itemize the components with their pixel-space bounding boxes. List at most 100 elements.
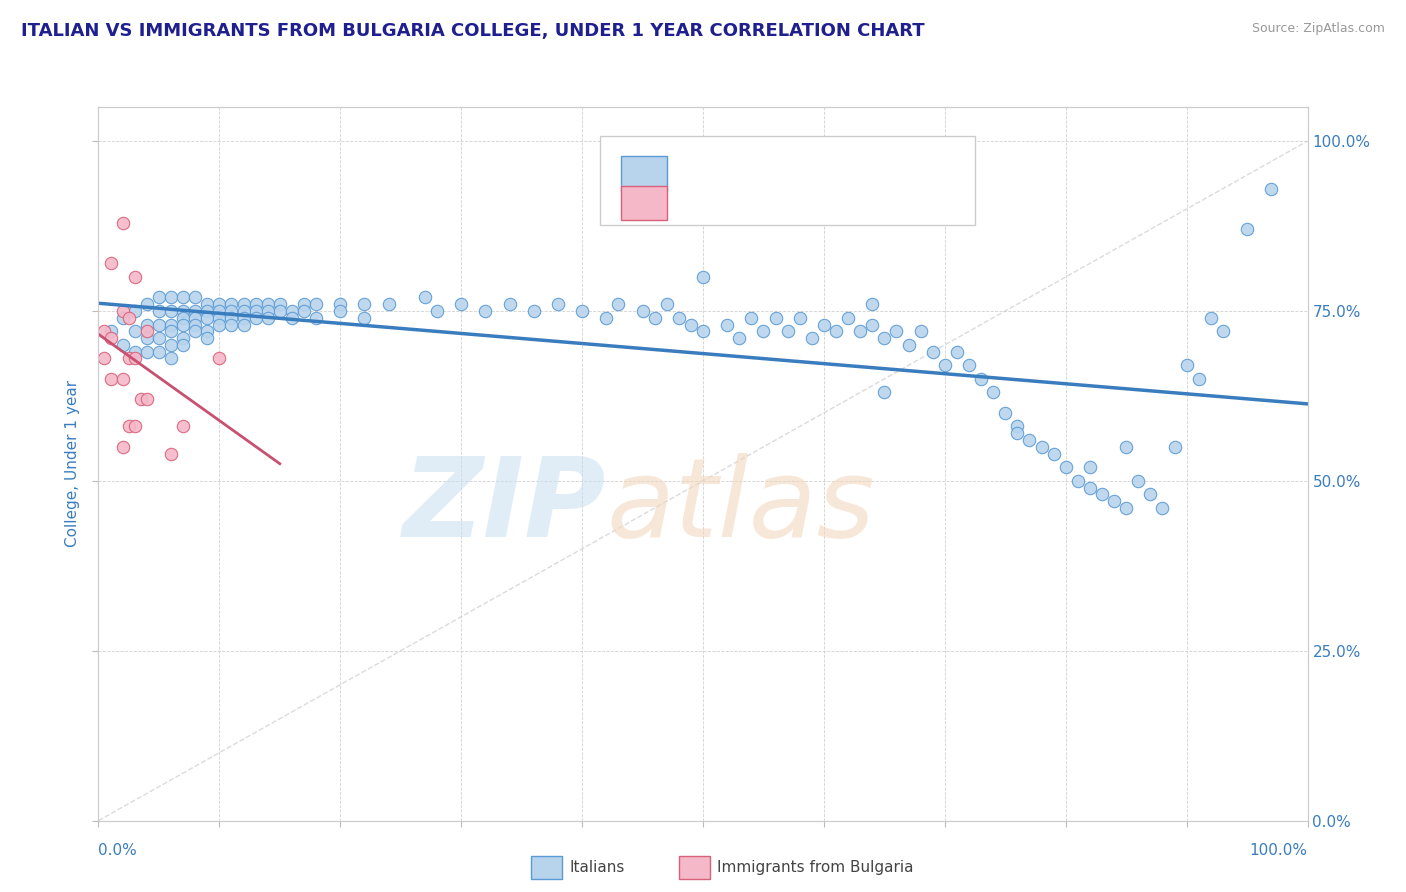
Point	[1078, 481, 1101, 495]
Point	[1007, 419, 1029, 434]
Point	[450, 297, 472, 311]
Point	[860, 318, 883, 332]
Point	[100, 256, 122, 270]
Point	[93, 351, 115, 366]
Point	[765, 310, 787, 325]
Point	[124, 344, 146, 359]
FancyBboxPatch shape	[600, 136, 976, 225]
Text: ITALIAN VS IMMIGRANTS FROM BULGARIA COLLEGE, UNDER 1 YEAR CORRELATION CHART: ITALIAN VS IMMIGRANTS FROM BULGARIA COLL…	[21, 22, 925, 40]
Point	[595, 310, 617, 325]
Point	[668, 310, 690, 325]
Point	[1128, 474, 1150, 488]
Point	[305, 310, 328, 325]
Point	[873, 331, 896, 345]
Point	[292, 304, 315, 318]
Point	[148, 290, 170, 304]
Point	[886, 324, 908, 338]
Point	[946, 344, 969, 359]
Point	[232, 304, 254, 318]
Point	[752, 324, 775, 338]
FancyBboxPatch shape	[621, 156, 666, 191]
Point	[837, 310, 859, 325]
Point	[160, 338, 183, 352]
Point	[1188, 372, 1211, 386]
Text: ZIP: ZIP	[402, 453, 606, 560]
Point	[305, 297, 328, 311]
Point	[547, 297, 569, 311]
Point	[221, 304, 243, 318]
Point	[184, 290, 207, 304]
Point	[934, 359, 956, 373]
Point	[413, 290, 436, 304]
Point	[208, 297, 231, 311]
Point	[184, 304, 207, 318]
Point	[111, 440, 134, 454]
Point	[789, 310, 811, 325]
Point	[256, 297, 278, 311]
Point	[910, 324, 932, 338]
Point	[1152, 501, 1174, 516]
Point	[1102, 494, 1125, 508]
Point	[1115, 440, 1137, 454]
Point	[148, 344, 170, 359]
Point	[124, 351, 146, 366]
Point	[353, 310, 375, 325]
Point	[195, 310, 218, 325]
Point	[1031, 440, 1053, 454]
Point	[498, 297, 520, 311]
Point	[281, 310, 304, 325]
Point	[1236, 222, 1258, 236]
Text: 0.0%: 0.0%	[98, 843, 138, 858]
Point	[644, 310, 666, 325]
Point	[1115, 501, 1137, 516]
Point	[208, 351, 231, 366]
FancyBboxPatch shape	[621, 186, 666, 220]
Point	[111, 304, 134, 318]
Point	[160, 447, 183, 461]
Point	[994, 406, 1017, 420]
Point	[148, 318, 170, 332]
Point	[111, 338, 134, 352]
Point	[256, 310, 278, 325]
Point	[426, 304, 449, 318]
Point	[245, 304, 267, 318]
Point	[160, 318, 183, 332]
Point	[195, 331, 218, 345]
Point	[160, 351, 183, 366]
Point	[124, 269, 146, 284]
Point	[281, 304, 304, 318]
Point	[813, 318, 835, 332]
Point	[111, 310, 134, 325]
Point	[208, 310, 231, 325]
Point	[124, 324, 146, 338]
Text: atlas: atlas	[606, 453, 875, 560]
Point	[292, 297, 315, 311]
Point	[195, 324, 218, 338]
Point	[1091, 487, 1114, 501]
Point	[208, 318, 231, 332]
Point	[245, 310, 267, 325]
Text: Source: ZipAtlas.com: Source: ZipAtlas.com	[1251, 22, 1385, 36]
Point	[221, 318, 243, 332]
Point	[329, 304, 352, 318]
Point	[825, 324, 848, 338]
Point	[1163, 440, 1185, 454]
Point	[124, 304, 146, 318]
Point	[728, 331, 751, 345]
Point	[1067, 474, 1090, 488]
Point	[329, 297, 352, 311]
Point	[221, 310, 243, 325]
Point	[1139, 487, 1161, 501]
Text: R = -0.146: R = -0.146	[682, 165, 779, 183]
Point	[631, 304, 654, 318]
Point	[184, 324, 207, 338]
Point	[135, 297, 157, 311]
Point	[256, 304, 278, 318]
Point	[232, 318, 254, 332]
Point	[269, 304, 291, 318]
Point	[921, 344, 943, 359]
Point	[849, 324, 872, 338]
Y-axis label: College, Under 1 year: College, Under 1 year	[65, 380, 80, 548]
Point	[1007, 426, 1029, 441]
Point	[800, 331, 823, 345]
